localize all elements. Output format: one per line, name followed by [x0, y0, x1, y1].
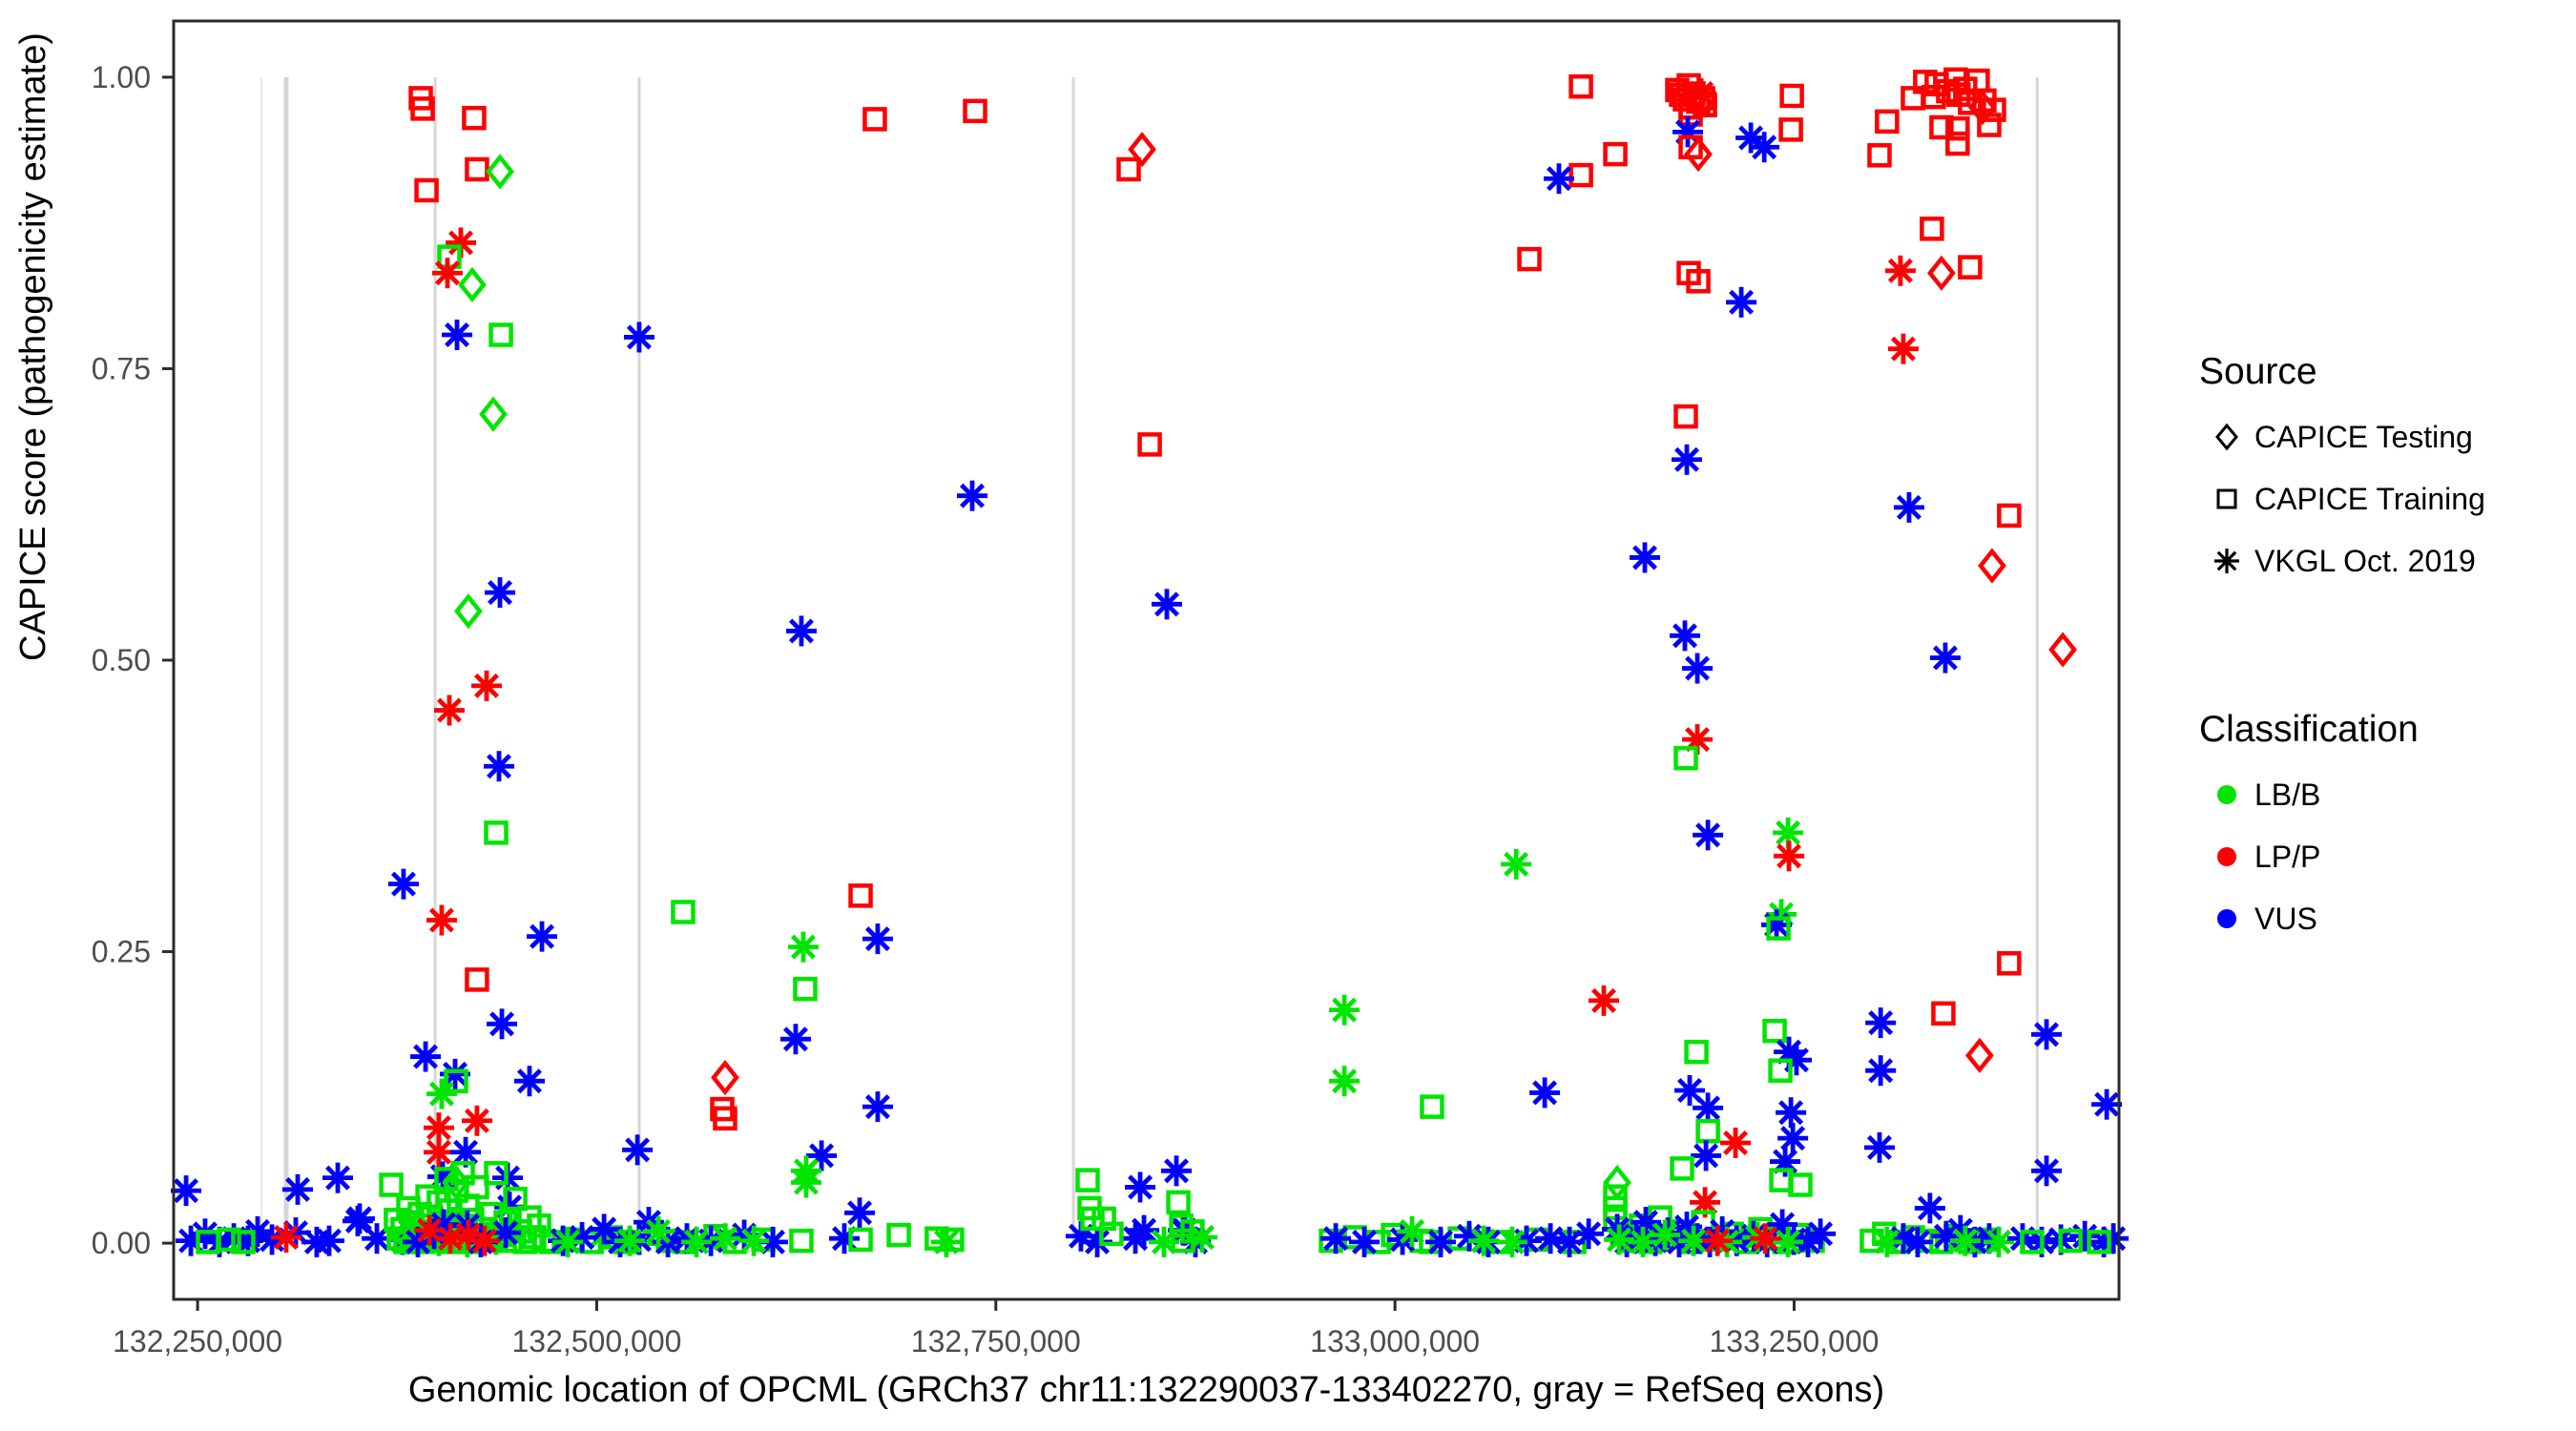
- legend-item-capice-testing: CAPICE Testing: [2199, 418, 2571, 456]
- legend-item-lbb: LB/B: [2199, 776, 2571, 814]
- square-icon: [2199, 483, 2254, 515]
- data-points: [171, 67, 2129, 1257]
- svg-text:0.00: 0.00: [92, 1226, 151, 1260]
- diamond-icon: [2199, 421, 2254, 453]
- svg-text:132,250,000: 132,250,000: [113, 1324, 282, 1358]
- axes: 0.00 0.25 0.50 0.75 1.00 132,250,000 132,500,0…: [92, 19, 2121, 1358]
- legend-item-lpp: LP/P: [2199, 838, 2571, 876]
- legend-source-title: Source: [2199, 351, 2317, 392]
- svg-text:132,500,000: 132,500,000: [511, 1324, 681, 1358]
- svg-text:0.75: 0.75: [92, 351, 151, 385]
- svg-text:133,250,000: 133,250,000: [1709, 1324, 1879, 1358]
- asterisk-icon: [2199, 543, 2254, 579]
- legend-item-vus: VUS: [2199, 900, 2571, 938]
- legend-item-label: VKGL Oct. 2019: [2254, 543, 2476, 578]
- lbb-color-dot: [2217, 785, 2236, 804]
- legend-item-label: CAPICE Testing: [2254, 419, 2473, 454]
- vus-color-dot: [2217, 909, 2236, 928]
- legend-classification-title: Classification: [2199, 709, 2419, 750]
- y-axis-title: CAPICE score (pathogenicity estimate): [13, 32, 53, 661]
- legend: Source CAPICE Testing CAPICE Training: [2199, 351, 2571, 962]
- x-axis-title: Genomic location of OPCML (GRCh37 chr11:…: [407, 1370, 1885, 1410]
- legend-item-capice-training: CAPICE Training: [2199, 480, 2571, 518]
- legend-item-label: VUS: [2254, 901, 2317, 936]
- legend-item-vkgl: VKGL Oct. 2019: [2199, 542, 2571, 580]
- svg-text:0.25: 0.25: [92, 935, 151, 969]
- svg-text:132,750,000: 132,750,000: [911, 1324, 1081, 1358]
- svg-text:0.50: 0.50: [92, 643, 151, 677]
- svg-text:1.00: 1.00: [92, 60, 151, 94]
- svg-text:133,000,000: 133,000,000: [1310, 1324, 1480, 1358]
- legend-item-label: CAPICE Training: [2254, 481, 2485, 516]
- lpp-color-dot: [2217, 847, 2236, 866]
- legend-item-label: LP/P: [2254, 839, 2321, 874]
- legend-item-label: LB/B: [2254, 777, 2321, 812]
